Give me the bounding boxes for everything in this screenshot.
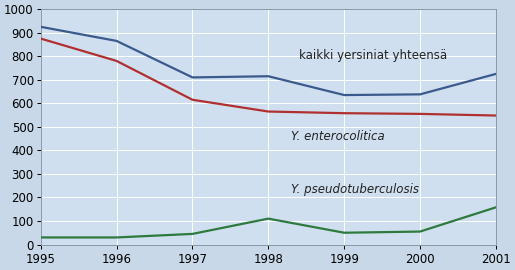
Text: kaikki yersiniat yhteensä: kaikki yersiniat yhteensä	[299, 49, 447, 62]
Text: Y. pseudotuberculosis: Y. pseudotuberculosis	[291, 183, 419, 196]
Text: Y. enterocolitica: Y. enterocolitica	[291, 130, 385, 143]
